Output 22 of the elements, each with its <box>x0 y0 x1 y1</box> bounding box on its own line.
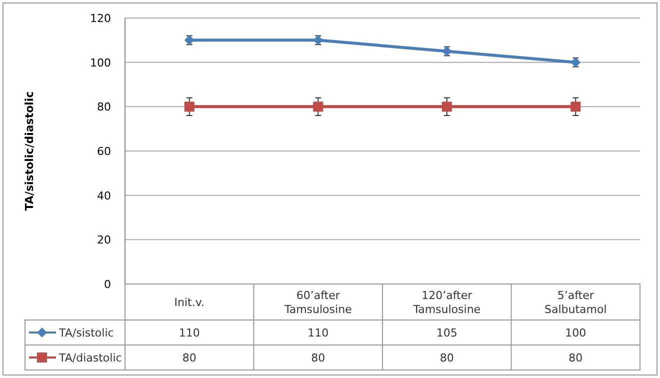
y-axis-title: TA/sistolic/diastolic <box>23 91 36 211</box>
data-label: 110 <box>308 326 329 340</box>
data-label: 80 <box>568 352 583 364</box>
x-tick-label: 5’after Salbutamol <box>544 289 607 316</box>
y-tick-label: 100 <box>90 56 111 70</box>
y-tick-label: 120 <box>90 12 111 25</box>
x-tick-label: 120’after Tamsulosine <box>412 289 481 316</box>
legend-label: TA/diastolic <box>58 352 122 364</box>
data-label: 80 <box>311 352 326 364</box>
y-tick-label: 0 <box>104 278 111 291</box>
data-label: 80 <box>182 352 196 364</box>
y-tick-label: 40 <box>97 189 111 202</box>
x-tick-label: Init.v. <box>174 296 204 309</box>
data-label: 110 <box>178 326 200 340</box>
y-tick-label: 80 <box>97 100 111 114</box>
data-label: 105 <box>436 326 458 340</box>
y-tick-label: 60 <box>97 145 111 158</box>
data-label: 80 <box>440 352 454 364</box>
x-tick-label: 60’after Tamsulosine <box>283 289 352 316</box>
y-tick-label: 20 <box>97 234 111 247</box>
data-label: 100 <box>565 326 586 340</box>
legend-label: TA/sistolic <box>58 326 114 340</box>
